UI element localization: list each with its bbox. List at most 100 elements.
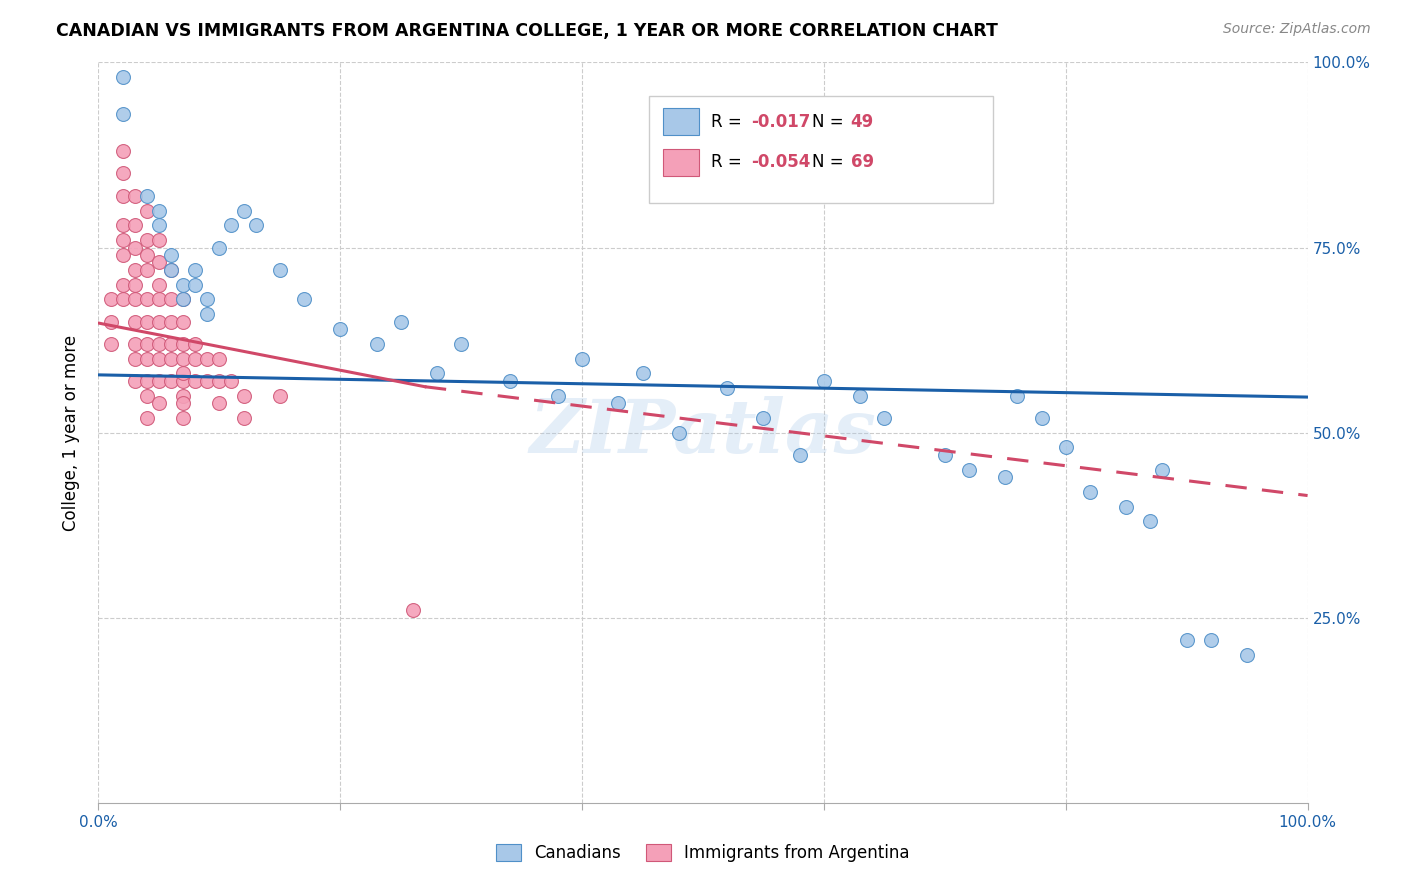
Point (172, 351, 194, 366)
Text: N =: N = (811, 153, 849, 171)
Point (208, 351, 231, 366)
Point (111, 293, 134, 307)
Point (148, 233, 170, 247)
Point (111, 219, 134, 233)
Point (813, 374, 835, 388)
Point (148, 396, 170, 410)
Point (135, 248, 157, 262)
Point (1139, 515, 1161, 529)
Text: CANADIAN VS IMMIGRANTS FROM ARGENTINA COLLEGE, 1 YEAR OR MORE CORRELATION CHART: CANADIAN VS IMMIGRANTS FROM ARGENTINA CO… (56, 22, 998, 40)
Legend: Canadians, Immigrants from Argentina: Canadians, Immigrants from Argentina (489, 837, 917, 869)
Point (124, 351, 146, 366)
Point (172, 396, 194, 410)
Point (547, 388, 569, 402)
Point (1152, 462, 1174, 476)
Point (232, 203, 254, 218)
Point (148, 374, 170, 388)
Point (111, 145, 134, 159)
Point (232, 388, 254, 402)
Point (124, 336, 146, 351)
Point (100, 314, 122, 328)
Point (873, 410, 896, 425)
Point (195, 307, 218, 321)
Point (148, 293, 170, 307)
Point (1199, 632, 1222, 647)
Point (245, 219, 267, 233)
Point (100, 293, 122, 307)
Point (124, 219, 146, 233)
Point (184, 262, 207, 277)
Point (124, 314, 146, 328)
Point (716, 381, 738, 395)
Point (934, 448, 956, 462)
Point (172, 374, 194, 388)
Point (111, 166, 134, 180)
Text: 49: 49 (851, 112, 873, 130)
Point (1078, 484, 1101, 499)
Point (849, 388, 872, 402)
Point (498, 374, 520, 388)
Text: R =: R = (711, 112, 748, 130)
Point (160, 351, 183, 366)
Point (195, 351, 218, 366)
Point (221, 374, 243, 388)
Point (208, 374, 231, 388)
Point (269, 388, 291, 402)
Point (329, 322, 352, 336)
Point (402, 603, 425, 617)
Point (366, 336, 388, 351)
Point (135, 336, 157, 351)
Point (160, 262, 183, 277)
Point (208, 396, 231, 410)
Point (232, 410, 254, 425)
Point (1175, 632, 1198, 647)
Point (292, 293, 315, 307)
Point (752, 410, 775, 425)
Point (111, 188, 134, 202)
Point (172, 314, 194, 328)
Point (789, 448, 811, 462)
Point (124, 262, 146, 277)
Point (1236, 648, 1258, 662)
Point (111, 233, 134, 247)
Point (195, 374, 218, 388)
Bar (664, 149, 699, 176)
Point (111, 277, 134, 292)
Point (124, 293, 146, 307)
Point (269, 262, 291, 277)
Point (124, 240, 146, 255)
Point (160, 248, 183, 262)
Point (172, 293, 194, 307)
Point (135, 351, 157, 366)
Point (135, 388, 157, 402)
Point (135, 293, 157, 307)
Point (160, 293, 183, 307)
Point (148, 336, 170, 351)
Point (135, 262, 157, 277)
Point (172, 293, 194, 307)
Point (1054, 441, 1077, 455)
Text: -0.054: -0.054 (751, 153, 811, 171)
Point (111, 70, 134, 85)
Point (184, 336, 207, 351)
Point (135, 233, 157, 247)
Point (135, 410, 157, 425)
Point (160, 262, 183, 277)
Point (172, 336, 194, 351)
Point (148, 277, 170, 292)
FancyBboxPatch shape (648, 95, 993, 203)
Text: R =: R = (711, 153, 748, 171)
Point (148, 351, 170, 366)
Point (631, 367, 654, 381)
Point (100, 336, 122, 351)
Text: Source: ZipAtlas.com: Source: ZipAtlas.com (1223, 22, 1371, 37)
Point (148, 203, 170, 218)
Bar (664, 108, 699, 135)
Point (184, 277, 207, 292)
Point (160, 336, 183, 351)
Point (668, 425, 690, 440)
Point (111, 107, 134, 121)
Point (111, 248, 134, 262)
Point (426, 367, 449, 381)
Point (135, 374, 157, 388)
